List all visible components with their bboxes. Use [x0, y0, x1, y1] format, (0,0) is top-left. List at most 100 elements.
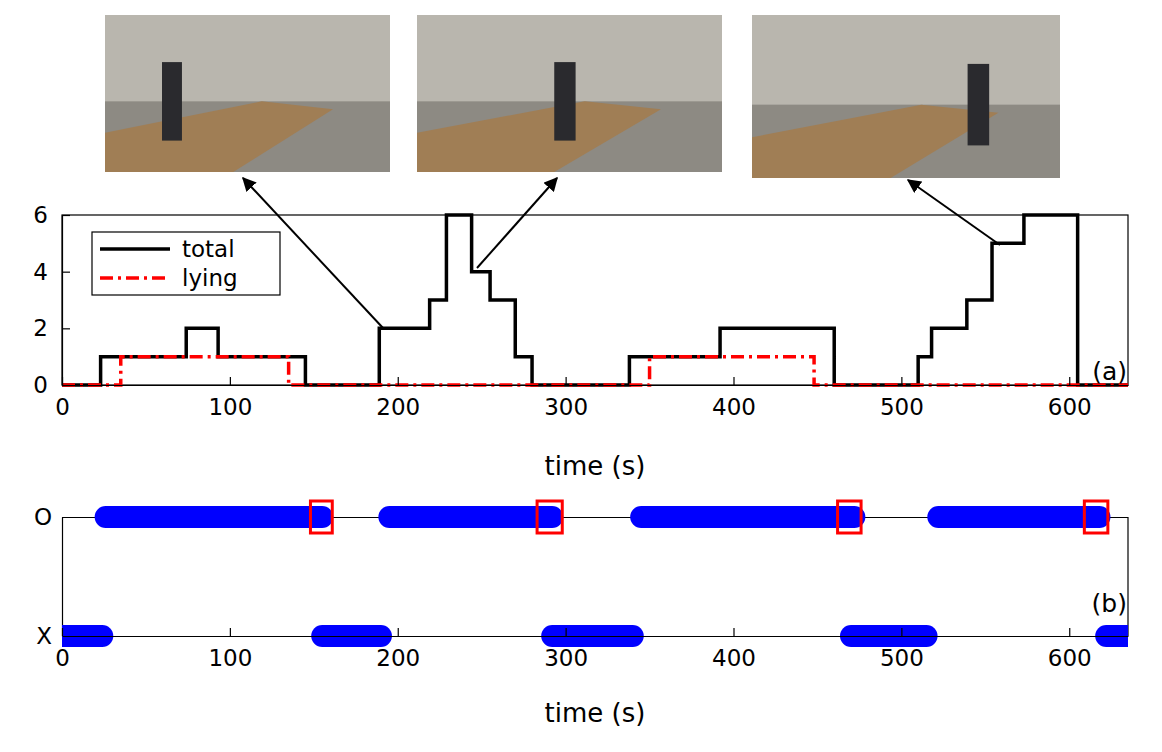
tick-label: 500 — [880, 645, 924, 671]
tick-label: 0 — [55, 394, 70, 420]
arrow — [477, 178, 557, 268]
photo — [417, 15, 722, 172]
photo-frame — [417, 15, 722, 172]
photo-wall — [752, 15, 1060, 105]
tick-mark — [230, 628, 231, 636]
photo — [105, 15, 390, 172]
y-axis: OX — [34, 504, 1128, 649]
tick-label: 0 — [33, 372, 48, 398]
tick-mark — [62, 628, 63, 636]
tick-label: O — [34, 504, 52, 530]
tick-label: 600 — [1048, 394, 1092, 420]
axis-line — [63, 385, 1129, 386]
arrow — [908, 180, 1000, 245]
tick-label: 300 — [544, 394, 588, 420]
tick: 400 — [712, 377, 756, 420]
plot-frame-right — [1127, 517, 1128, 636]
legend-swatch — [100, 276, 170, 280]
photo — [752, 15, 1060, 178]
legend-label: lying — [182, 265, 238, 291]
tick-mark — [901, 377, 902, 385]
tick: 600 — [1048, 628, 1092, 671]
tick-label: 300 — [544, 645, 588, 671]
tick-mark — [566, 628, 567, 636]
y-axis: 0 2 4 6 — [33, 202, 70, 398]
axis-line — [63, 636, 1129, 637]
axis-line — [62, 518, 63, 637]
tick: O — [34, 504, 1128, 530]
tick-label: 400 — [712, 645, 756, 671]
plot-area — [62, 215, 1128, 385]
line-series — [62, 215, 1128, 385]
segment — [389, 506, 552, 528]
tick-label: 200 — [376, 645, 420, 671]
tick-mark — [62, 385, 70, 386]
tick-label: 2 — [33, 315, 48, 341]
photo-frame — [752, 15, 1060, 178]
tick: 300 — [544, 377, 588, 420]
tick-mark — [398, 628, 399, 636]
x-axis-title: time (s) — [545, 698, 646, 728]
tick-label: 600 — [1048, 645, 1092, 671]
photo-table — [752, 105, 998, 178]
tick-mark — [733, 628, 734, 636]
tick-label: 100 — [208, 394, 252, 420]
tick-mark — [62, 328, 70, 329]
photo-frame — [105, 15, 390, 172]
tick-mark — [62, 272, 70, 273]
tick-mark — [1069, 377, 1070, 385]
tick-mark — [62, 215, 70, 216]
photo-table — [417, 101, 661, 172]
legend: total lying — [92, 232, 280, 295]
legend-box — [92, 232, 280, 295]
tick-label: X — [36, 623, 52, 649]
plot-frame — [62, 215, 1128, 385]
legend-label: total — [182, 236, 235, 262]
plot-area — [62, 501, 1128, 636]
tick: 2 — [33, 315, 70, 341]
photo-wall — [105, 15, 390, 101]
photo-person — [554, 62, 575, 141]
x-axis: 0 100 200 300 400 500 600 — [55, 377, 1128, 420]
tick-label: 6 — [33, 202, 48, 228]
annotation: (a) — [1092, 357, 1127, 386]
highlight-box — [537, 501, 562, 533]
tick: 200 — [376, 628, 420, 671]
tick: 6 — [33, 202, 70, 228]
highlight-box — [310, 501, 332, 533]
photo-person — [968, 64, 990, 145]
highlight-box — [1084, 501, 1108, 533]
chart-svg: 0 100 200 300 400 500 600 0 2 4 6 time (s) (a) total l… — [0, 0, 1162, 752]
tick-mark — [398, 377, 399, 385]
tick: 600 — [1048, 377, 1092, 420]
tick: 300 — [544, 628, 588, 671]
x-axis: 0 100 200 300 400 500 600 — [55, 628, 1128, 671]
tick-mark — [733, 377, 734, 385]
tick: 500 — [880, 628, 924, 671]
tick-label: 200 — [376, 394, 420, 420]
tick: 0 — [55, 628, 70, 671]
tick: 400 — [712, 628, 756, 671]
tick: 100 — [208, 377, 252, 420]
chart-root: 0 100 200 300 400 500 600 0 2 4 6 time (s) (a) total l… — [0, 0, 1162, 752]
tick: 0 — [33, 372, 70, 398]
tick: 4 — [33, 259, 70, 285]
tick-mark — [901, 628, 902, 636]
annotation: (b) — [1092, 589, 1127, 618]
tick-label: 500 — [880, 394, 924, 420]
tick-mark — [230, 377, 231, 385]
x-axis-title: time (s) — [545, 451, 646, 481]
segment — [938, 506, 1099, 528]
segment — [641, 506, 854, 528]
category-line — [62, 517, 1128, 518]
tick-mark — [566, 377, 567, 385]
highlight-box — [838, 501, 862, 533]
tick-label: 100 — [208, 645, 252, 671]
legend-swatch — [100, 247, 170, 251]
segment — [106, 506, 323, 528]
tick-label: 0 — [55, 645, 70, 671]
tick: 500 — [880, 377, 924, 420]
tick-mark — [1069, 628, 1070, 636]
line-series — [62, 357, 1128, 385]
category-line — [62, 636, 1128, 637]
